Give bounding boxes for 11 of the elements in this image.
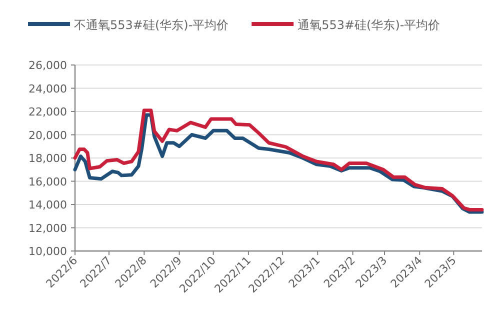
y-tick-label: 12,000 xyxy=(28,222,67,235)
y-tick-label: 16,000 xyxy=(28,175,67,188)
legend-label: 不通氧553#硅(华东)-平均价 xyxy=(74,18,229,32)
y-tick-label: 24,000 xyxy=(28,82,67,96)
y-tick-label: 20,000 xyxy=(28,128,67,142)
legend-label: 通氧553#硅(华东)-平均价 xyxy=(298,18,440,32)
y-tick-label: 10,000 xyxy=(28,245,67,258)
y-tick-label: 26,000 xyxy=(28,59,67,72)
y-tick-label: 22,000 xyxy=(28,106,67,118)
y-tick-label: 14,000 xyxy=(28,198,67,212)
y-tick-label: 18,000 xyxy=(28,152,67,165)
